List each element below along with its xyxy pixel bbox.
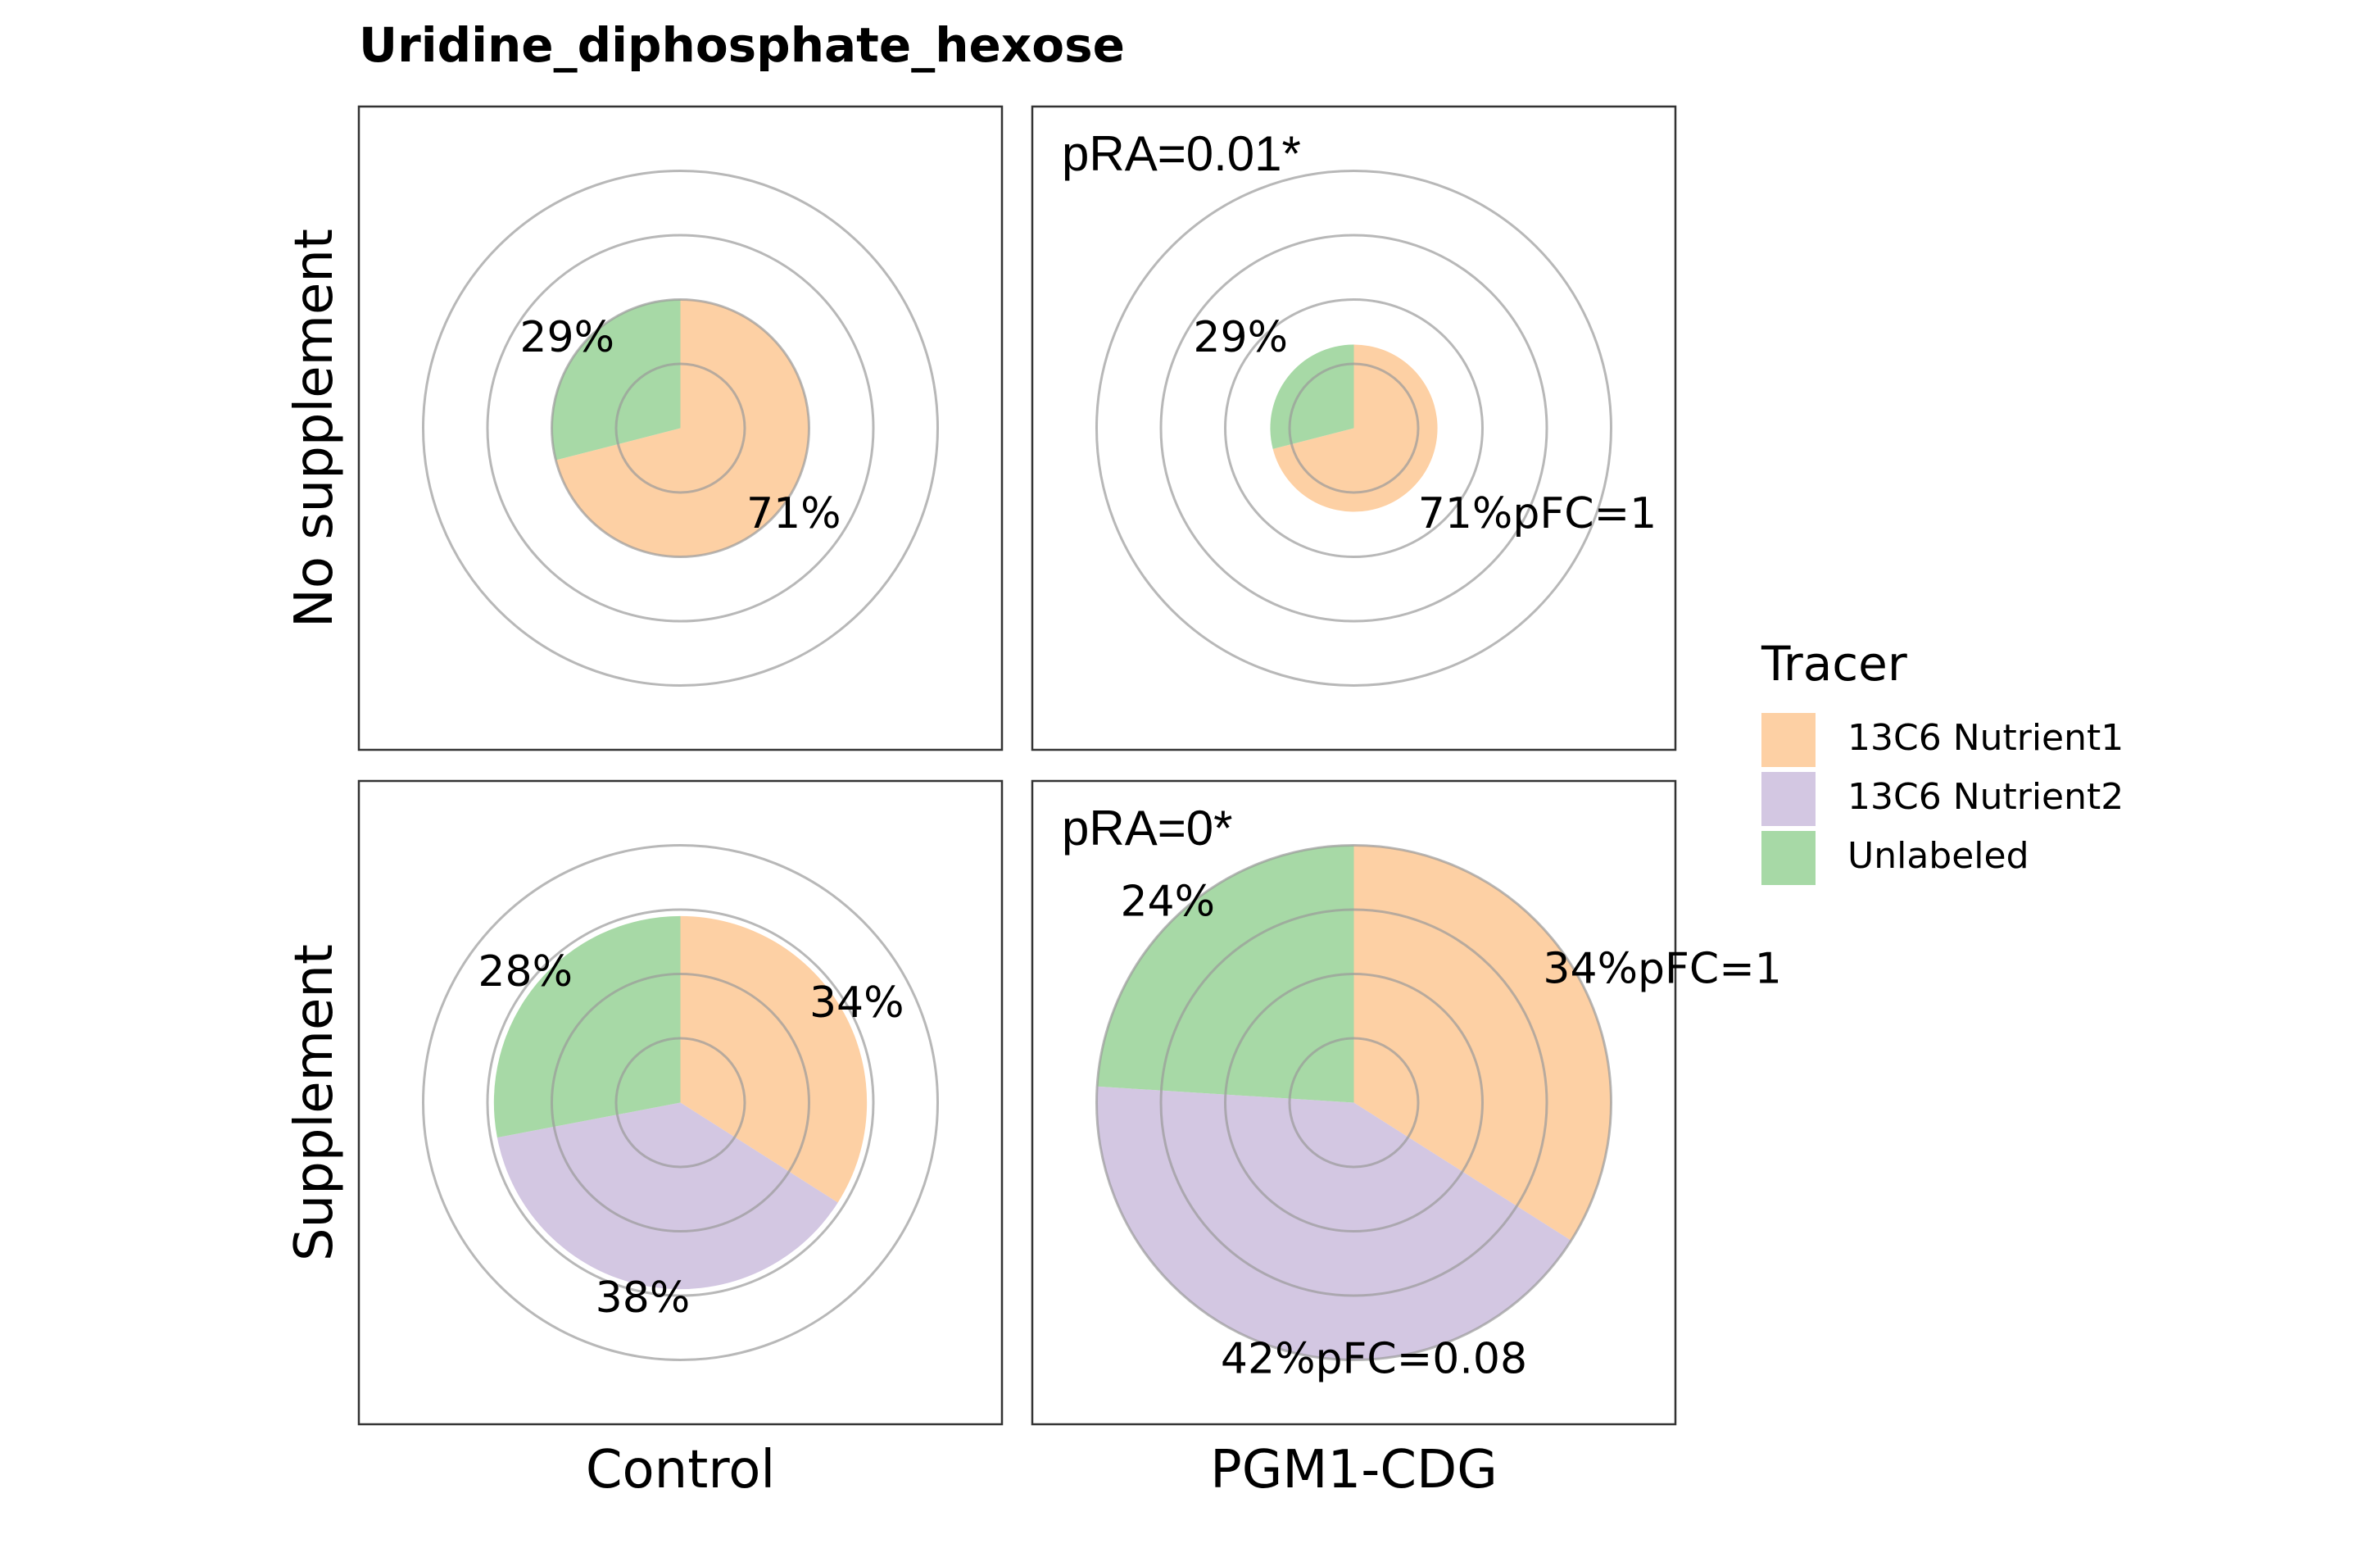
slice-percent-label: 42%pFC=0.08 [1221,1334,1527,1383]
facet-strips: Control PGM1-CDG No supplement Supplement [284,229,1498,1500]
gridline-circle [422,170,939,687]
gridline-circle [1095,170,1612,687]
panel-no-supplement-control: 71% 29% [357,105,1004,751]
gridline-circle [1288,362,1420,494]
row-strip-label: No supplement [284,229,345,628]
column-strip-label: PGM1-CDG [1210,1440,1498,1500]
pie-slice-13c6-nutrient2 [496,1102,838,1290]
legend-swatch [1761,831,1816,885]
gridline-circle [614,1037,746,1169]
column-strip-label: Control [586,1440,775,1500]
slice-percent-label: 29% [519,313,614,362]
pra-annotation: pRA=0* [1062,801,1232,856]
pie-slice-13c6-nutrient2 [1096,1086,1571,1360]
slice-percent-label: 34% [809,978,904,1028]
pie-slice-13c6-nutrient1 [1272,344,1438,512]
pie-slices [551,299,809,557]
gridline-circle [1288,1037,1420,1169]
slice-percent-label: 29% [1193,313,1288,362]
slice-percent-label: 24% [1120,877,1215,926]
row-strip-label: Supplement [284,944,345,1261]
gridline-circle [1224,973,1484,1232]
pie-slices [1270,344,1438,512]
pie-slice-unlabeled [551,299,681,461]
slice-labels: 71%pFC=1 29% [1193,313,1657,538]
gridline-circle [1224,298,1484,558]
radial-gridlines [1095,170,1612,687]
legend-entry-label: Unlabeled [1847,835,2029,877]
panel-supplement-pgm1-cdg: 34%pFC=1 42%pFC=0.08 24% pRA=0* [1031,779,1782,1426]
pie-slice-unlabeled [1270,344,1354,449]
pie-slices [493,915,868,1290]
slice-percent-label: 71%pFC=1 [1418,489,1657,538]
gridline-circle [1159,908,1548,1297]
gridline-circle [1095,844,1612,1361]
gridline-circle [614,362,746,494]
panel-no-supplement-pgm1-cdg: 71%pFC=1 29% pRA=0.01* [1031,105,1677,751]
radial-gridlines [1095,844,1612,1361]
gridline-circle [1159,234,1548,623]
pie-slice-13c6-nutrient1 [1353,845,1612,1241]
slice-percent-label: 34%pFC=1 [1543,945,1781,994]
radial-gridlines [422,170,939,687]
gridline-circle [551,973,810,1232]
legend: Tracer 13C6 Nutrient1 13C6 Nutrient2 Unlabe… [1761,636,2124,885]
legend-entry-label: 13C6 Nutrient1 [1847,717,2124,759]
slice-labels: 34% 38% 28% [478,947,904,1323]
legend-swatch [1761,713,1816,767]
pie-slice-13c6-nutrient1 [680,915,868,1203]
legend-entry-label: 13C6 Nutrient2 [1847,776,2124,818]
slice-percent-label: 38% [596,1273,691,1323]
pie-slice-13c6-nutrient1 [555,299,809,557]
radial-gridlines [422,844,939,1361]
slice-percent-label: 71% [746,489,841,538]
pie-slice-unlabeled [493,915,681,1138]
legend-title: Tracer [1761,636,1907,692]
panel-supplement-control: 34% 38% 28% [357,779,1004,1426]
legend-swatch [1761,772,1816,826]
slice-percent-label: 28% [478,947,573,996]
slice-labels: 71% 29% [519,313,841,538]
pie-slice-unlabeled [1097,845,1354,1103]
pra-annotation: pRA=0.01* [1062,126,1301,181]
slice-labels: 34%pFC=1 42%pFC=0.08 24% [1120,877,1781,1383]
pie-slices [1096,845,1612,1360]
gridline-circle [422,844,939,1361]
chart-title: Uridine_diphosphate_hexose [359,17,1125,73]
gridline-circle [486,234,875,623]
gridline-circle [551,298,810,558]
panels-group: 71% 29% 71%pFC=1 29% pRA=0.01* 34% 38% 28% 34%pF… [357,105,1782,1426]
gridline-circle [486,908,875,1297]
